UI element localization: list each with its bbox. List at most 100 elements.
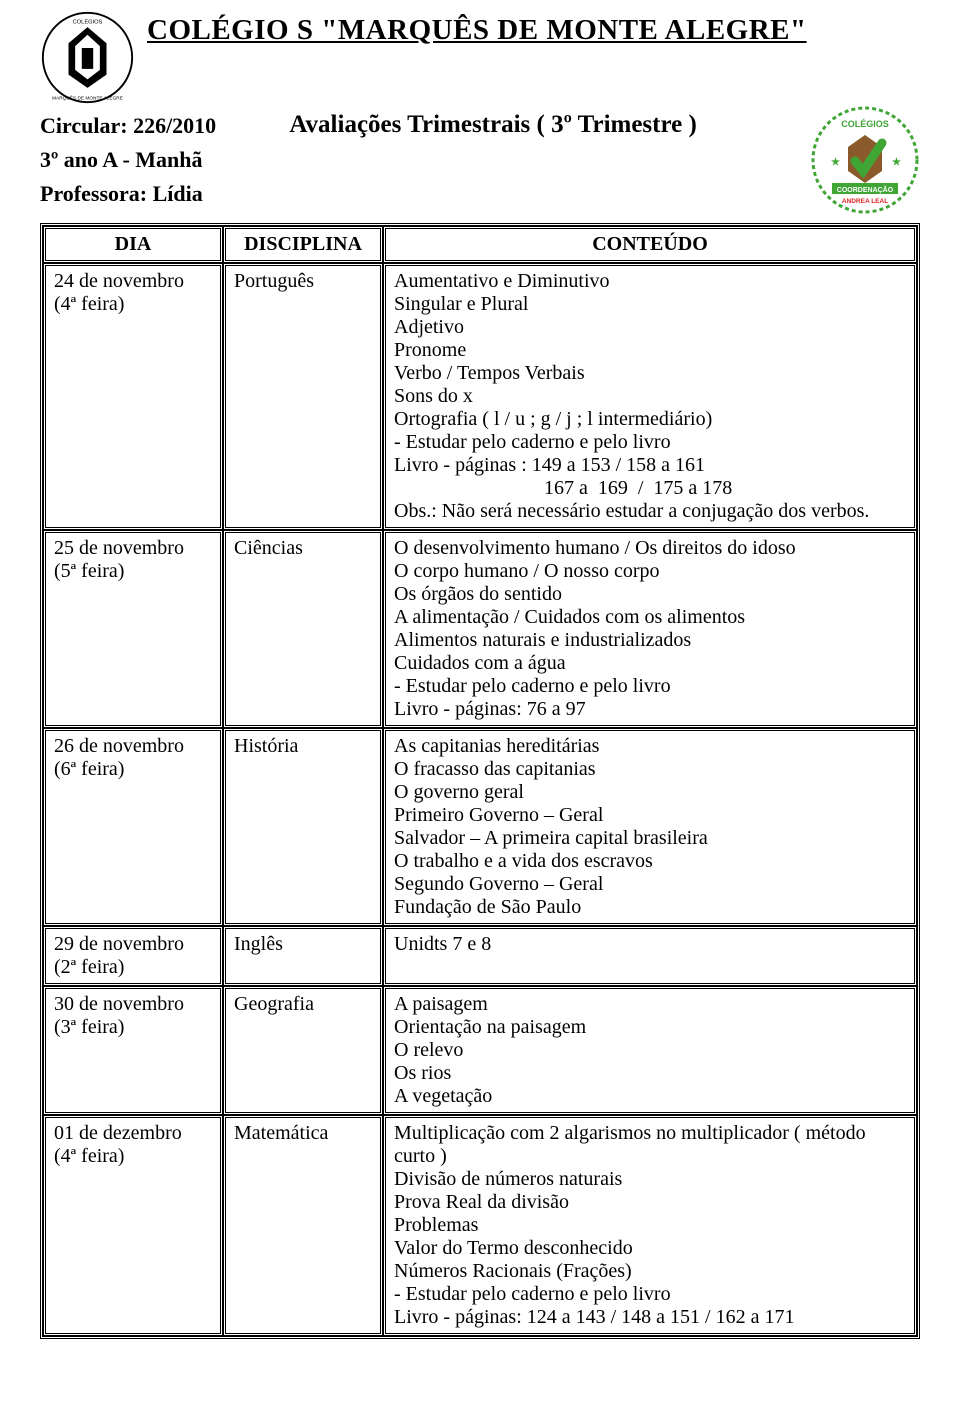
conteudo-line: Fundação de São Paulo [394,896,906,919]
coord-logo-icon: COLÉGIOS COORDENAÇÃO ANDREA LEAL ★ ★ [810,105,920,215]
dia-line1: 30 de novembro [54,993,212,1016]
conteudo-line: Unidts 7 e 8 [394,933,906,956]
conteudo-line: Números Racionais (Frações) [394,1260,906,1283]
conteudo-line: - Estudar pelo caderno e pelo livro [394,675,906,698]
school-logo-icon: COLÉGIOS MARQUÊS DE MONTE ALEGRE [40,10,135,105]
dia-line1: 25 de novembro [54,537,212,560]
conteudo-line: Ortografia ( l / u ; g / j ; l intermedi… [394,408,906,431]
conteudo-line: O desenvolvimento humano / Os direitos d… [394,537,906,560]
table-row: 26 de novembro(6ª feira)HistóriaAs capit… [43,728,917,926]
cell-disciplina: Matemática [223,1115,383,1336]
conteudo-line: Divisão de números naturais [394,1168,906,1191]
conteudo-line: O corpo humano / O nosso corpo [394,560,906,583]
conteudo-line: Multiplicação com 2 algarismos no multip… [394,1122,906,1168]
conteudo-line: O relevo [394,1039,906,1062]
conteudo-line: Aumentativo e Diminutivo [394,270,906,293]
cell-disciplina: Ciências [223,530,383,728]
conteudo-line: Singular e Plural [394,293,906,316]
circular-text: Circular: 226/2010 [40,109,216,143]
cell-conteudo: Multiplicação com 2 algarismos no multip… [383,1115,917,1336]
eval-title: Avaliações Trimestrais ( 3º Trimestre ) [216,111,810,139]
table-row: 30 de novembro(3ª feira)GeografiaA paisa… [43,986,917,1115]
conteudo-line: Valor do Termo desconhecido [394,1237,906,1260]
dia-line2: (6ª feira) [54,758,212,781]
page: COLÉGIOS MARQUÊS DE MONTE ALEGRE COLÉGIO… [0,0,960,1359]
dia-line1: 29 de novembro [54,933,212,956]
cell-dia: 25 de novembro(5ª feira) [43,530,223,728]
conteudo-line: Adjetivo [394,316,906,339]
conteudo-line: - Estudar pelo caderno e pelo livro [394,1283,906,1306]
dia-line2: (4ª feira) [54,1145,212,1168]
conteudo-line: Obs.: Não será necessário estudar a conj… [394,500,906,523]
table-row: 24 de novembro(4ª feira)PortuguêsAumenta… [43,263,917,530]
conteudo-line: Orientação na paisagem [394,1016,906,1039]
header-dia: DIA [43,226,223,263]
cell-dia: 26 de novembro(6ª feira) [43,728,223,926]
left-meta: Circular: 226/2010 3º ano A - Manhã Prof… [40,109,216,211]
conteudo-line: Cuidados com a água [394,652,906,675]
table-row: 01 de dezembro(4ª feira)MatemáticaMultip… [43,1115,917,1336]
conteudo-line: A alimentação / Cuidados com os alimento… [394,606,906,629]
conteudo-line: Os órgãos do sentido [394,583,906,606]
table-header-row: DIA DISCIPLINA CONTEÚDO [43,226,917,263]
cell-disciplina: Português [223,263,383,530]
cell-conteudo: O desenvolvimento humano / Os direitos d… [383,530,917,728]
table-row: 29 de novembro(2ª feira)InglêsUnidts 7 e… [43,926,917,986]
cell-disciplina: Inglês [223,926,383,986]
conteudo-line: O fracasso das capitanias [394,758,906,781]
conteudo-line: Livro - páginas: 76 a 97 [394,698,906,721]
cell-dia: 30 de novembro(3ª feira) [43,986,223,1115]
dia-line2: (5ª feira) [54,560,212,583]
conteudo-line: Prova Real da divisão [394,1191,906,1214]
conteudo-line: Sons do x [394,385,906,408]
cell-conteudo: Unidts 7 e 8 [383,926,917,986]
cell-dia: 24 de novembro(4ª feira) [43,263,223,530]
dia-line2: (3ª feira) [54,1016,212,1039]
conteudo-line: - Estudar pelo caderno e pelo livro [394,431,906,454]
svg-text:★: ★ [892,157,901,168]
cell-conteudo: A paisagemOrientação na paisagemO relevo… [383,986,917,1115]
conteudo-line: Verbo / Tempos Verbais [394,362,906,385]
conteudo-line: Segundo Governo – Geral [394,873,906,896]
school-title: COLÉGIO S "MARQUÊS DE MONTE ALEGRE" [147,14,807,47]
cell-conteudo: Aumentativo e DiminutivoSingular e Plura… [383,263,917,530]
grade-text: 3º ano A - Manhã [40,143,216,177]
header-disciplina: DISCIPLINA [223,226,383,263]
cell-dia: 29 de novembro(2ª feira) [43,926,223,986]
conteudo-line: O trabalho e a vida dos escravos [394,850,906,873]
dia-line1: 01 de dezembro [54,1122,212,1145]
conteudo-line: Problemas [394,1214,906,1237]
conteudo-line: Livro - páginas: 124 a 143 / 148 a 151 /… [394,1306,906,1329]
conteudo-line: O governo geral [394,781,906,804]
cell-conteudo: As capitanias hereditáriasO fracasso das… [383,728,917,926]
conteudo-line: Pronome [394,339,906,362]
dia-line2: (4ª feira) [54,293,212,316]
svg-text:ANDREA LEAL: ANDREA LEAL [842,198,888,205]
dia-line1: 26 de novembro [54,735,212,758]
conteudo-line: Livro - páginas : 149 a 153 / 158 a 161 [394,454,906,477]
conteudo-line: A vegetação [394,1085,906,1108]
conteudo-line: Os rios [394,1062,906,1085]
svg-text:★: ★ [831,157,840,168]
cell-disciplina: Geografia [223,986,383,1115]
conteudo-line: Salvador – A primeira capital brasileira [394,827,906,850]
table-body: 24 de novembro(4ª feira)PortuguêsAumenta… [43,263,917,1336]
conteudo-line: As capitanias hereditárias [394,735,906,758]
conteudo-line: A paisagem [394,993,906,1016]
svg-text:COORDENAÇÃO: COORDENAÇÃO [837,185,894,194]
conteudo-line: Primeiro Governo – Geral [394,804,906,827]
svg-text:COLÉGIOS: COLÉGIOS [73,18,103,25]
sub-header: Circular: 226/2010 3º ano A - Manhã Prof… [40,109,920,215]
header-conteudo: CONTEÚDO [383,226,917,263]
teacher-text: Professora: Lídia [40,177,216,211]
cell-dia: 01 de dezembro(4ª feira) [43,1115,223,1336]
svg-text:COLÉGIOS: COLÉGIOS [841,119,889,129]
conteudo-line: 167 a 169 / 175 a 178 [394,477,906,500]
table-row: 25 de novembro(5ª feira)CiênciasO desenv… [43,530,917,728]
cell-disciplina: História [223,728,383,926]
dia-line1: 24 de novembro [54,270,212,293]
header-row: COLÉGIOS MARQUÊS DE MONTE ALEGRE COLÉGIO… [40,10,920,105]
dia-line2: (2ª feira) [54,956,212,979]
schedule-table: DIA DISCIPLINA CONTEÚDO 24 de novembro(4… [40,223,920,1339]
conteudo-line: Alimentos naturais e industrializados [394,629,906,652]
